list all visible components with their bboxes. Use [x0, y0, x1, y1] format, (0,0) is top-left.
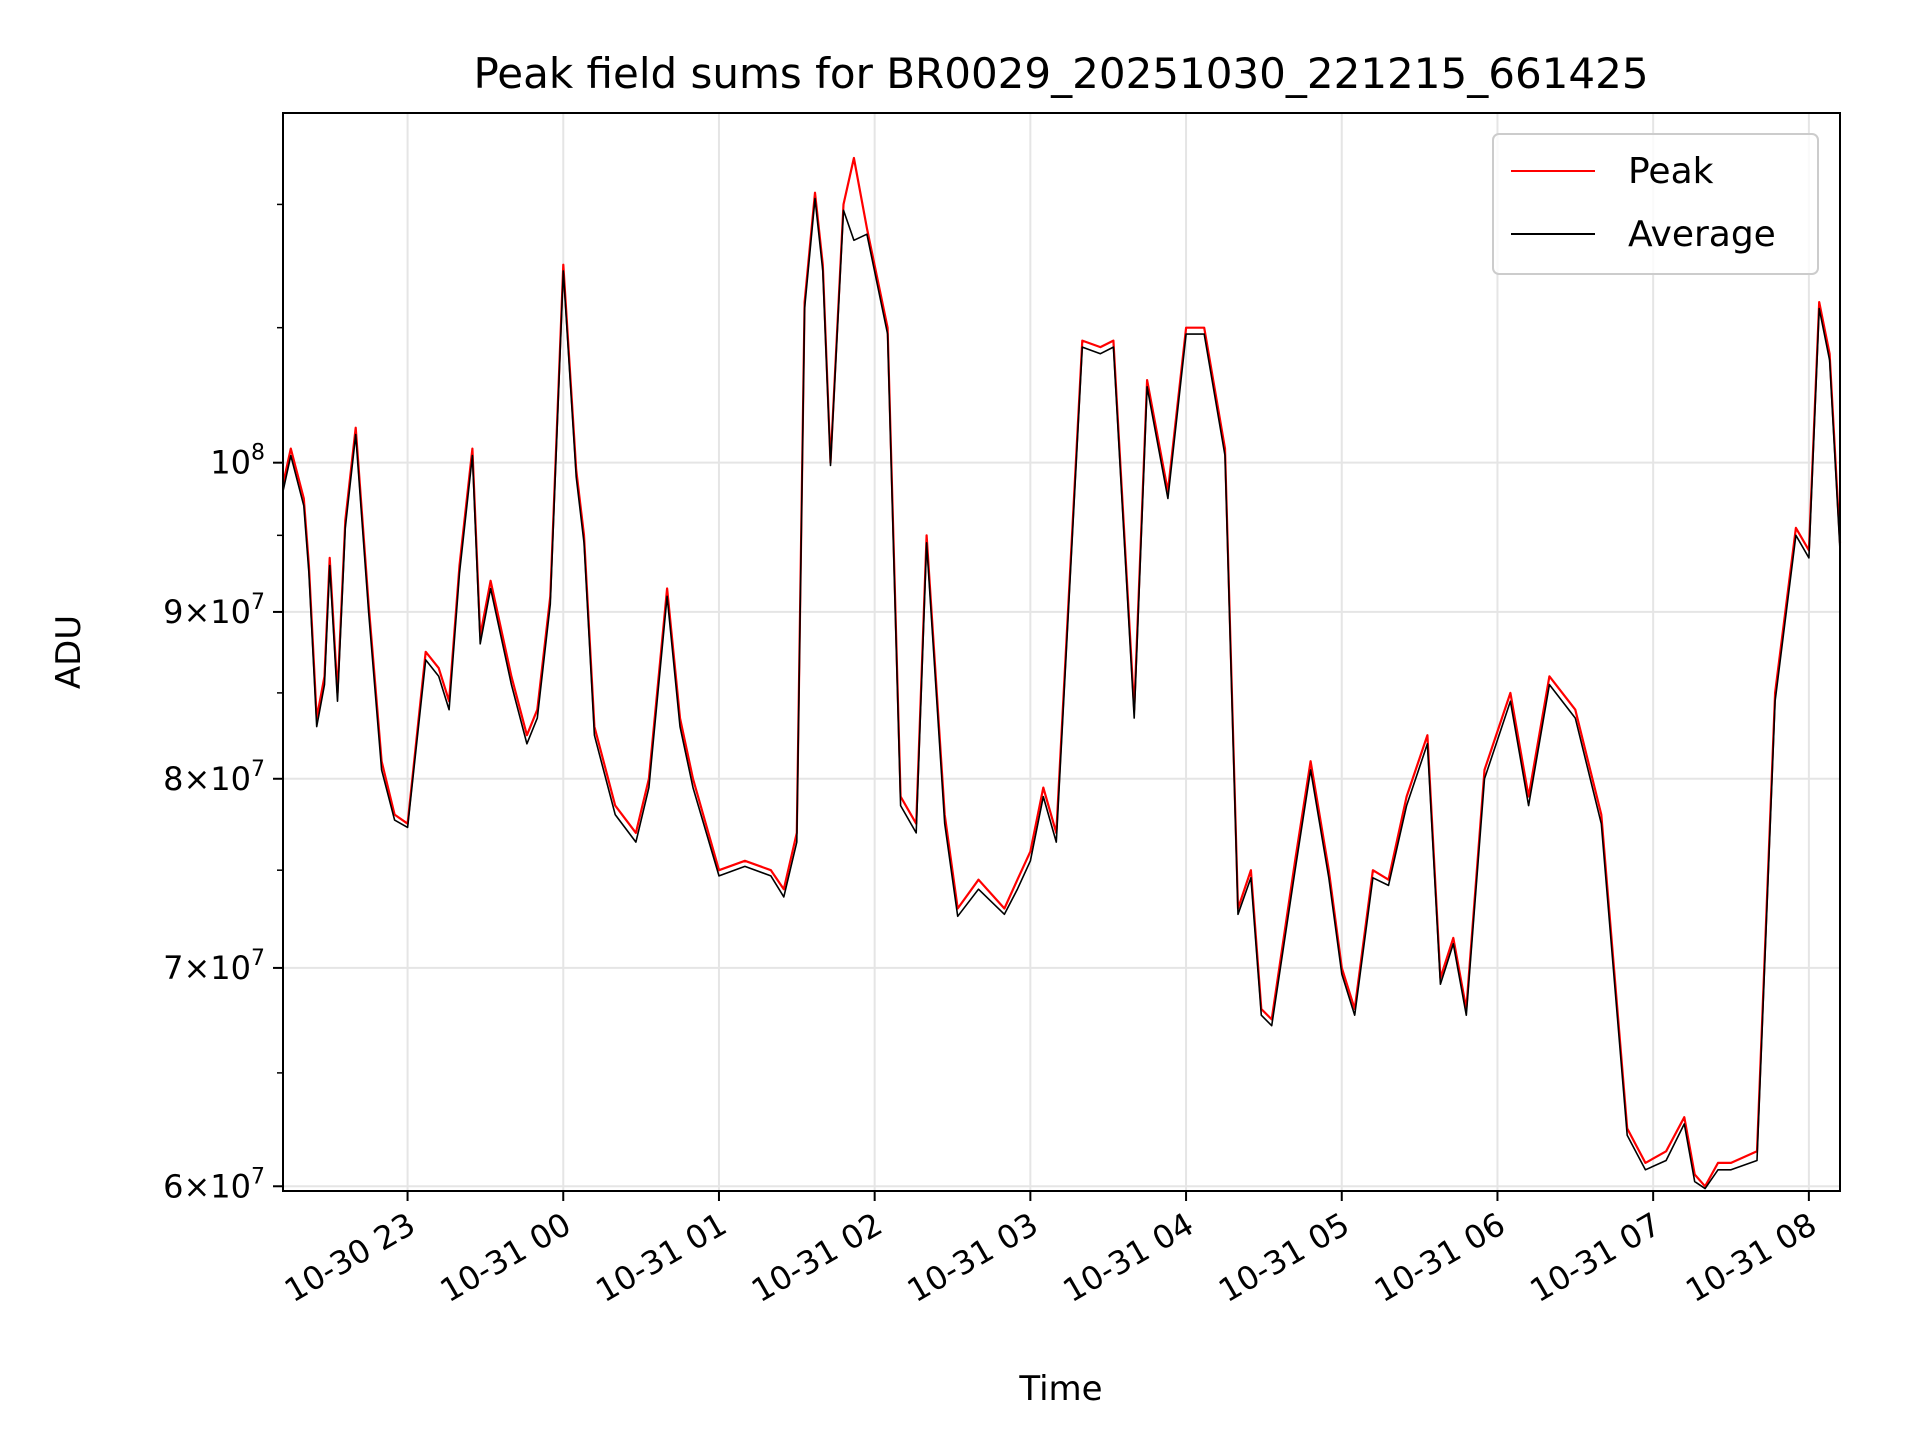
y-axis-ticks: 6×107 7×107 8×107 9×107 108	[163, 203, 283, 1205]
y-tick-label: 6×107	[163, 1164, 265, 1205]
legend-box	[1492, 133, 1819, 275]
y-tick-label: 108	[210, 441, 265, 482]
y-tick-label: 8×107	[163, 757, 265, 798]
legend-label-peak: Peak	[1628, 151, 1714, 192]
series-group	[281, 156, 1842, 1190]
x-gridlines	[406, 113, 1810, 1191]
series-line-average	[282, 197, 1841, 1190]
y-tick-label: 7×107	[163, 946, 265, 987]
y-gridlines	[283, 461, 1840, 1188]
y-tick-label: 9×107	[163, 590, 265, 631]
chart-title: Peak field sums for BR0029_20251030_2212…	[473, 49, 1648, 98]
series-line-peak	[281, 156, 1842, 1188]
legend: Peak Average	[1492, 133, 1819, 275]
x-axis-label: Time	[1018, 1369, 1102, 1409]
plot-area-frame	[282, 112, 1841, 1192]
y-axis-label: ADU	[49, 615, 89, 689]
legend-label-average: Average	[1628, 214, 1776, 255]
